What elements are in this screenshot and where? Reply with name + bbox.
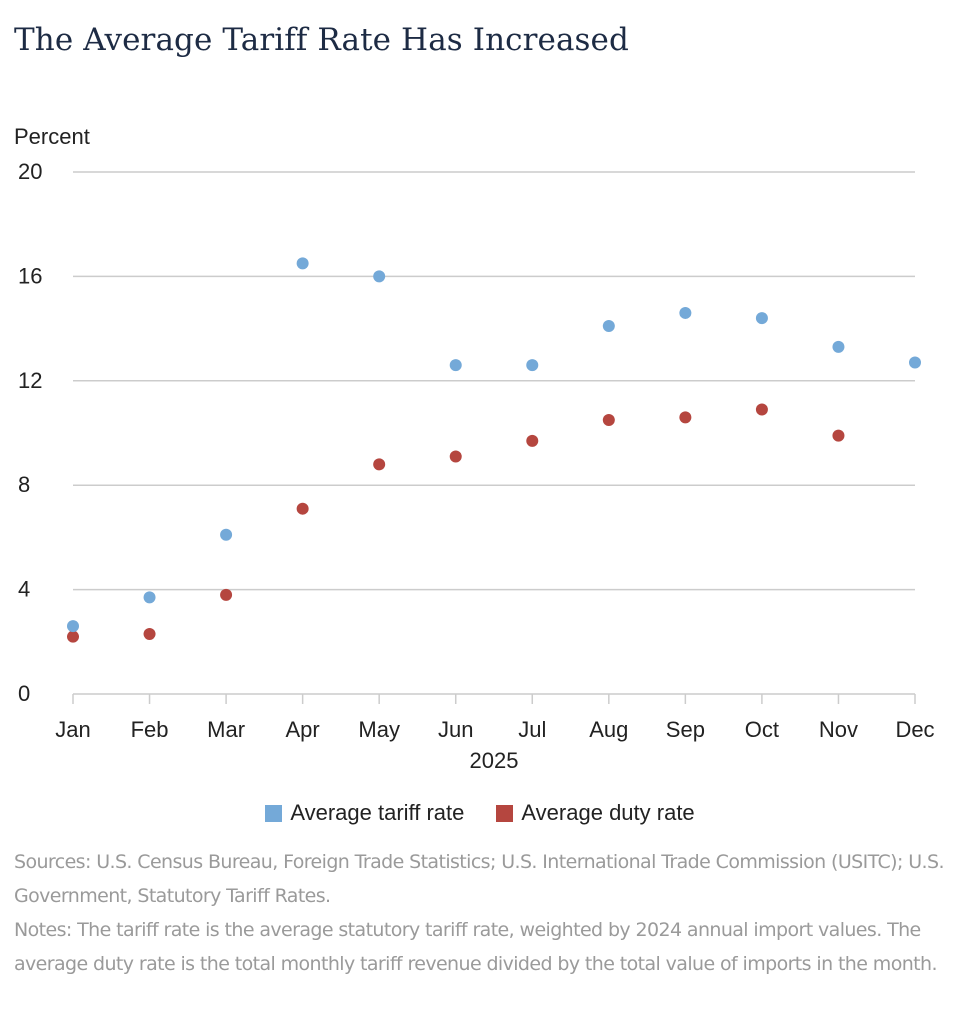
point-average-tariff-rate-jul	[526, 359, 539, 372]
legend-label-tariff: Average tariff rate	[290, 800, 465, 825]
notes-text: Notes: The tariff rate is the average st…	[14, 919, 937, 975]
axes: Percent 0 4 8 12 16 20 Jan Feb Mar Apr May Jun Jul Aug…	[14, 124, 935, 773]
y-tick-label-8: 8	[18, 472, 30, 497]
x-tick-label-mar: Mar	[207, 717, 245, 742]
point-average-tariff-rate-feb	[143, 591, 156, 604]
x-tick-label-jun: Jun	[438, 717, 473, 742]
source-notes: Sources: U.S. Census Bureau, Foreign Tra…	[14, 845, 949, 981]
x-tick-label-feb: Feb	[131, 717, 169, 742]
point-average-duty-rate-jun	[449, 450, 462, 463]
x-tick-label-sep: Sep	[666, 717, 705, 742]
point-average-tariff-rate-jun	[449, 359, 462, 372]
point-average-duty-rate-sep	[679, 411, 692, 424]
point-average-tariff-rate-apr	[296, 257, 309, 270]
legend-label-duty: Average duty rate	[521, 800, 695, 825]
x-tick-label-oct: Oct	[745, 717, 779, 742]
legend-item-duty: Average duty rate	[496, 800, 695, 826]
x-tick-label-aug: Aug	[589, 717, 628, 742]
x-tick-label-apr: Apr	[286, 717, 320, 742]
point-average-duty-rate-jul	[526, 434, 539, 447]
gridlines	[73, 171, 915, 591]
point-average-tariff-rate-aug	[602, 319, 615, 332]
sources-text: Sources: U.S. Census Bureau, Foreign Tra…	[14, 851, 944, 907]
point-average-tariff-rate-nov	[832, 340, 845, 353]
point-average-duty-rate-apr	[296, 502, 309, 515]
point-average-tariff-rate-jan	[67, 620, 79, 633]
y-tick-label-4: 4	[18, 577, 30, 602]
legend-swatch-tariff	[265, 804, 283, 822]
x-tick-label-jul: Jul	[518, 717, 546, 742]
x-axis-label: 2025	[470, 748, 519, 773]
point-average-tariff-rate-oct	[755, 312, 768, 325]
point-average-duty-rate-nov	[832, 429, 845, 442]
point-average-duty-rate-aug	[602, 413, 615, 426]
x-tick-label-nov: Nov	[819, 717, 858, 742]
legend-item-tariff: Average tariff rate	[265, 800, 464, 826]
legend-swatch-duty	[496, 804, 514, 822]
scatter-chart: Percent 0 4 8 12 16 20 Jan Feb Mar Apr May Jun Jul Aug…	[14, 124, 935, 773]
x-tick-label-jan: Jan	[55, 717, 90, 742]
data-points	[67, 257, 921, 643]
chart-title: The Average Tariff Rate Has Increased	[14, 22, 629, 58]
point-average-duty-rate-mar	[220, 588, 233, 601]
legend: Average tariff rate Average duty rate	[0, 800, 960, 826]
point-average-duty-rate-may	[373, 458, 386, 471]
y-axis-label: Percent	[14, 124, 90, 149]
x-tick-label-may: May	[358, 717, 400, 742]
x-tick-label-dec: Dec	[895, 717, 934, 742]
y-tick-label-20: 20	[18, 159, 42, 184]
y-tick-label-12: 12	[18, 368, 42, 393]
point-average-tariff-rate-sep	[679, 306, 692, 319]
point-average-tariff-rate-dec	[909, 356, 921, 369]
point-average-tariff-rate-mar	[220, 528, 233, 541]
point-average-duty-rate-jan	[67, 630, 79, 643]
point-average-duty-rate-feb	[143, 627, 156, 640]
point-average-duty-rate-oct	[755, 403, 768, 416]
point-average-tariff-rate-may	[373, 270, 386, 283]
y-tick-label-0: 0	[18, 681, 30, 706]
y-tick-label-16: 16	[18, 263, 42, 288]
